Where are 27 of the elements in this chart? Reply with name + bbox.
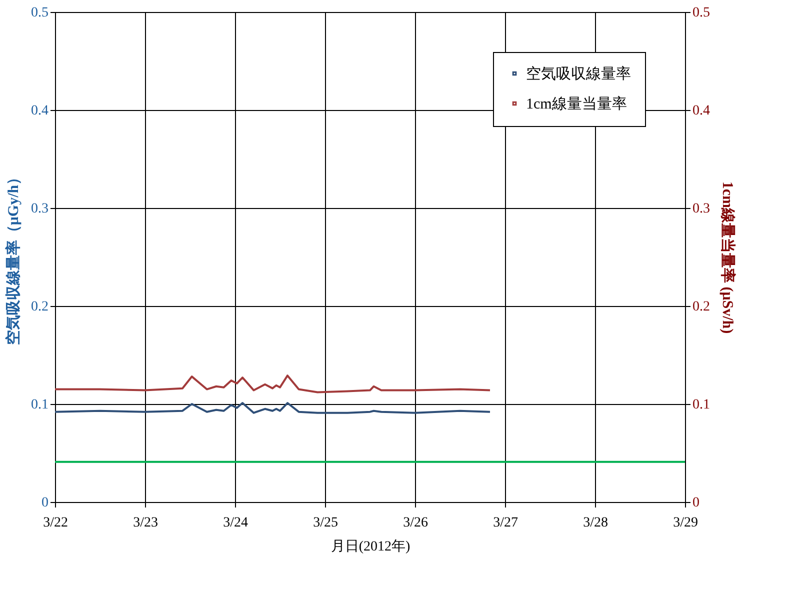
legend-label: 空気吸収線量率: [526, 66, 631, 82]
y-axis-title: 空気吸収線量率（μGy/h）: [4, 170, 22, 346]
y2-tick-label: 0.2: [692, 300, 710, 314]
x-tick-label: 3/27: [493, 516, 518, 530]
legend-label: 1cm線量当量率: [526, 96, 627, 112]
y-tick-label: 0.5: [31, 6, 48, 20]
x-axis-title: 月日(2012年): [330, 538, 410, 554]
y-tick-label: 0.1: [31, 398, 48, 412]
y-tick-label: 0.2: [31, 300, 48, 314]
line-series: [54, 374, 491, 394]
y2-tick-label: 0.3: [692, 202, 710, 216]
y2-axis-title: 1cm線量当量率 (μSv/h): [719, 181, 737, 334]
y-tick-label: 0.3: [31, 202, 48, 216]
x-tick-label: 3/23: [133, 516, 158, 530]
line-series: [54, 402, 491, 414]
y2-tick-label: 0.4: [692, 104, 710, 118]
y2-tick-label: 0: [692, 496, 700, 510]
x-tick-label: 3/22: [43, 516, 68, 530]
y-tick-label: 0.4: [31, 104, 48, 118]
x-tick-label: 3/29: [673, 516, 698, 530]
x-tick-label: 3/28: [583, 516, 608, 530]
y2-tick-label: 0.1: [692, 398, 710, 412]
y2-tick-label: 0.5: [692, 6, 710, 20]
x-tick-label: 3/25: [313, 516, 338, 530]
y-tick-label: 0: [42, 496, 48, 510]
x-tick-label: 3/24: [223, 516, 248, 530]
x-tick-label: 3/26: [403, 516, 428, 530]
